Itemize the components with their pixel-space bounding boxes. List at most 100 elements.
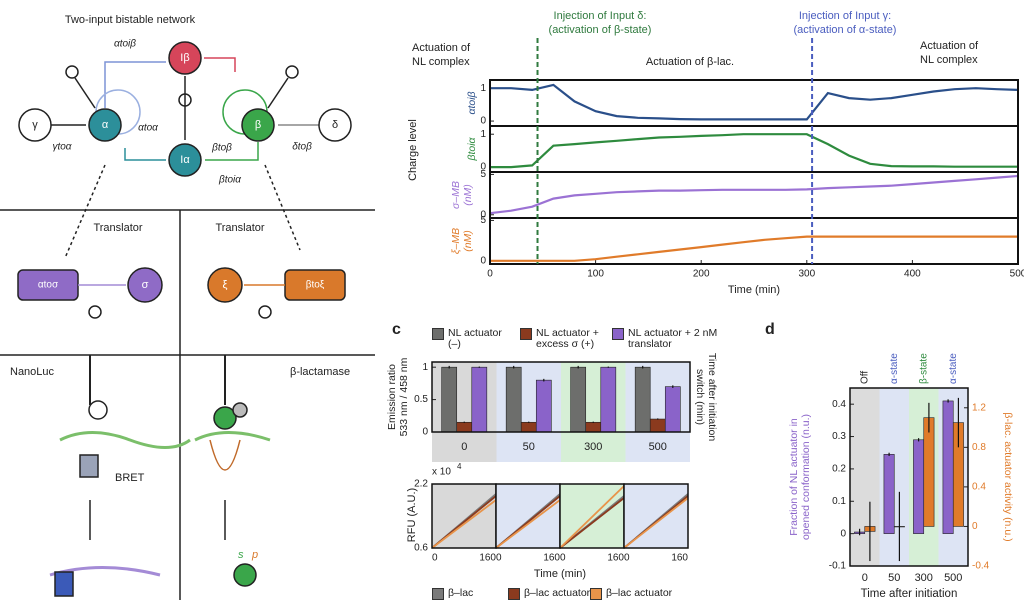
x-tick-label: 500	[1010, 269, 1024, 280]
node	[88, 108, 122, 142]
x-tick-label: 0	[560, 553, 566, 564]
arrow	[74, 77, 96, 109]
y2-tick-label: 0.4	[972, 482, 986, 493]
node	[207, 267, 243, 303]
substrate-label: p	[251, 549, 258, 561]
bar	[664, 386, 681, 433]
line-series	[489, 174, 1019, 215]
x-axis-label: Time (min)	[534, 568, 586, 580]
translator-label: Translator	[93, 222, 142, 234]
bret-label: BRET	[115, 472, 145, 484]
x-axis-label: Time after initiation	[861, 588, 958, 600]
beta-lac	[233, 563, 257, 587]
legend-item: β–lac actuator	[508, 588, 598, 600]
x-tick-label: 0	[461, 441, 467, 453]
y-tick-label: 1	[422, 362, 428, 373]
legend-label: β–lac actuator	[524, 587, 591, 599]
y-tick-label: 0	[480, 116, 486, 127]
y-tick-label: 0.4	[832, 399, 846, 410]
x-tick-label: 500	[649, 441, 667, 453]
degradation	[65, 65, 79, 79]
line-series	[623, 497, 689, 549]
plot-frame	[489, 125, 1019, 173]
y-tick-label: 0.5	[414, 394, 428, 405]
diagram-title: Two-input bistable network	[65, 14, 196, 26]
edge-label: βtoiα	[218, 175, 241, 186]
bar	[649, 418, 666, 433]
panel-band	[432, 484, 496, 548]
panel-a	[0, 41, 375, 600]
dna	[194, 431, 271, 442]
node	[168, 143, 202, 177]
node-label: γ	[32, 119, 38, 131]
plot-frame	[489, 217, 1019, 265]
dotted-arrow	[264, 164, 301, 251]
legend-swatch	[612, 328, 624, 340]
bar	[570, 366, 587, 433]
dotted-arrow	[64, 164, 106, 259]
bar	[634, 366, 651, 433]
y-tick-label: 0.1	[832, 496, 846, 507]
y-tick-label: 5	[480, 215, 486, 226]
substrate-label: s	[238, 549, 244, 561]
edge-label: αtoα	[138, 123, 158, 134]
y-label: ξ–MB	[450, 228, 462, 254]
x-tick-label: 0	[487, 269, 493, 280]
bar	[535, 379, 552, 433]
category-annotation: Off	[859, 371, 870, 384]
arrow	[104, 61, 166, 108]
edge-label: αtoiβ	[114, 39, 136, 50]
x-tick-label: 100	[587, 269, 604, 280]
legend-swatch	[508, 588, 520, 600]
annotation: NL complex	[920, 54, 978, 66]
bar	[600, 366, 617, 433]
y-label: (nM)	[462, 230, 474, 252]
x-tick-label: 50	[888, 572, 900, 584]
annotation: Actuation of	[412, 42, 471, 54]
y-axis-label: Charge level	[407, 119, 419, 181]
category-band	[850, 388, 880, 566]
arrow	[267, 77, 289, 109]
hairpin	[88, 400, 108, 420]
y2-tick-label: 1.2	[972, 402, 986, 413]
y-tick-label: 5	[480, 169, 486, 180]
annotation: NL complex	[412, 56, 470, 68]
y-tick-label: 0.2	[832, 464, 846, 475]
legend-item: β–lac	[432, 588, 502, 600]
right_-label: Time after initiation	[706, 353, 718, 441]
x-tick-label: 500	[944, 572, 962, 584]
panel-band	[496, 484, 560, 548]
node-label: δ	[332, 119, 338, 131]
node	[127, 267, 163, 303]
x-tick-label: 0	[432, 553, 438, 564]
x-tick-label: 300	[798, 269, 815, 280]
degradation	[285, 65, 299, 79]
category-annotation: α-state	[889, 353, 900, 384]
output-label: NanoLuc	[10, 366, 55, 378]
nanoluc	[54, 571, 74, 597]
bar	[471, 366, 488, 433]
y2-tick-label: -0.4	[972, 561, 990, 572]
right_-label: switch (min)	[694, 369, 706, 425]
y-tick-label: 1	[480, 83, 486, 94]
plot-frame	[431, 361, 691, 433]
y-label: opened conformation (n.u.)	[800, 414, 812, 540]
output-label: β-lactamase	[290, 366, 350, 378]
beta-lac	[213, 406, 237, 430]
legend-swatch	[432, 588, 444, 600]
bar	[585, 421, 602, 433]
dna	[59, 431, 191, 449]
hairpin	[209, 439, 241, 471]
bar	[942, 400, 954, 534]
plot-frame	[623, 483, 689, 549]
bar	[520, 421, 537, 433]
node-label: Iα	[180, 154, 190, 166]
module-label: βtoξ	[306, 280, 325, 291]
legend-label: β–lac actuator	[606, 587, 673, 599]
inhibit	[204, 57, 236, 72]
line-series	[431, 499, 497, 549]
node-label: ξ	[223, 279, 228, 291]
y-axis-label: RFU (A.U.)	[406, 488, 418, 542]
